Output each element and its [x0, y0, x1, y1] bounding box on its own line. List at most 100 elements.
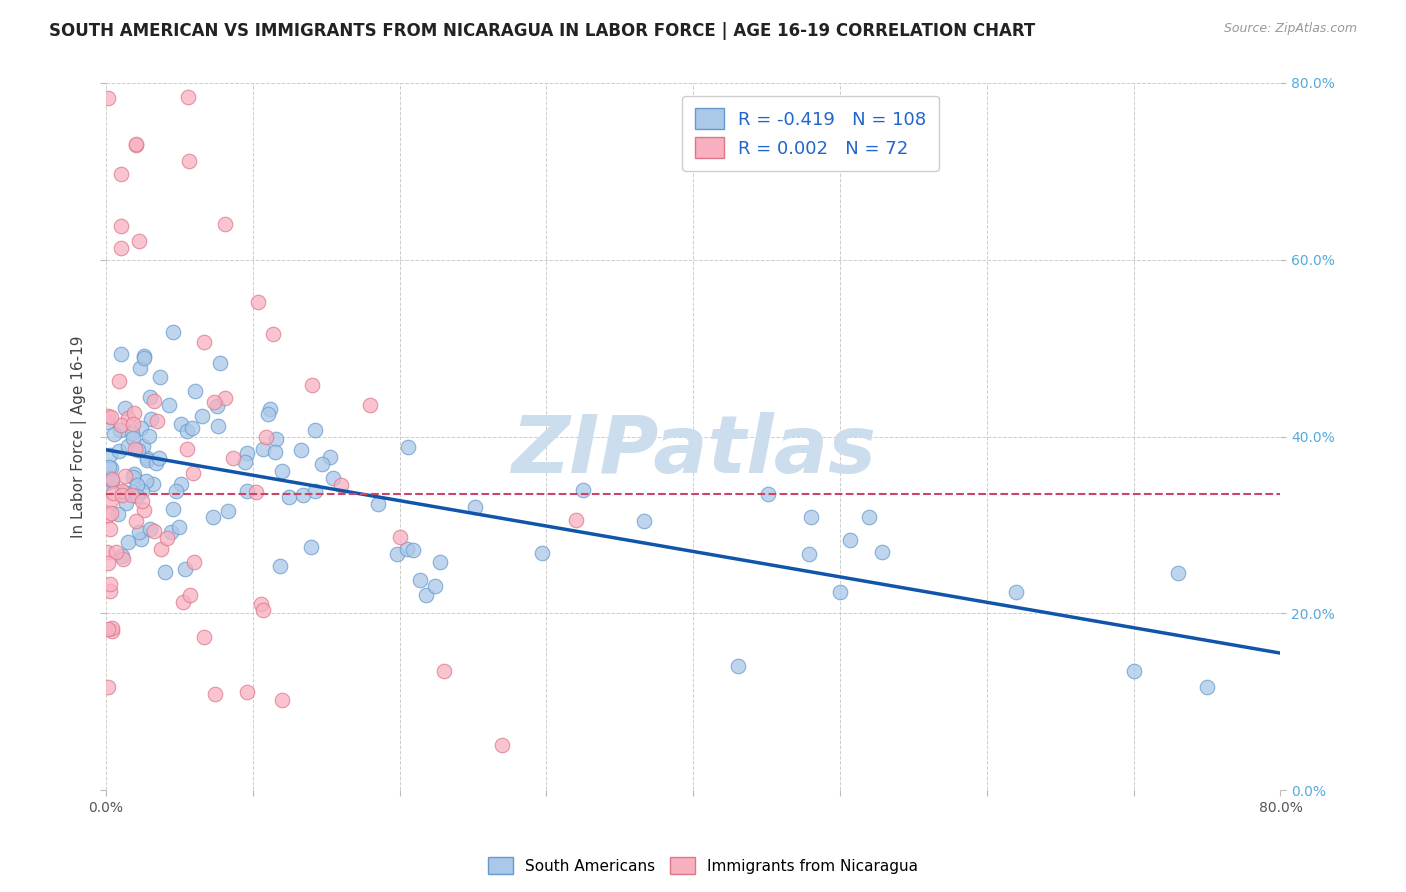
Point [132, 439, 155, 453]
Point [530, 546, 553, 560]
Point [128, 525, 150, 540]
Point [114, 401, 136, 416]
Point [111, 488, 134, 502]
Point [108, 375, 131, 389]
Point [491, 739, 513, 753]
Point [131, 421, 153, 435]
Point [98, 470, 121, 484]
Point [329, 478, 352, 492]
Point [271, 693, 294, 707]
Point [97, 91, 120, 105]
Point [149, 370, 172, 384]
Point [125, 136, 148, 151]
Point [100, 493, 122, 508]
Point [205, 399, 228, 413]
Point [96, 545, 118, 559]
Point [201, 509, 224, 524]
Point [103, 427, 125, 442]
Point [299, 540, 322, 554]
Point [141, 411, 163, 425]
Point [252, 442, 274, 456]
Point [249, 597, 271, 611]
Point [132, 502, 155, 516]
Point [108, 423, 131, 437]
Point [100, 475, 122, 489]
Point [135, 453, 157, 467]
Point [236, 685, 259, 699]
Point [142, 477, 165, 491]
Point [138, 522, 160, 536]
Point [388, 530, 411, 544]
Point [148, 451, 170, 466]
Point [800, 509, 823, 524]
Point [1005, 584, 1028, 599]
Point [304, 423, 326, 437]
Point [100, 506, 122, 520]
Point [425, 578, 447, 592]
Point [153, 565, 176, 579]
Point [319, 450, 342, 464]
Point [98, 459, 121, 474]
Point [111, 552, 134, 566]
Point [291, 488, 314, 502]
Point [193, 630, 215, 644]
Point [97, 409, 120, 423]
Point [138, 390, 160, 404]
Point [127, 443, 149, 458]
Point [132, 349, 155, 363]
Y-axis label: In Labor Force | Age 16-19: In Labor Force | Age 16-19 [72, 335, 87, 538]
Point [135, 450, 157, 465]
Point [222, 451, 245, 466]
Point [246, 295, 269, 310]
Point [236, 446, 259, 460]
Point [97, 622, 120, 636]
Point [101, 624, 124, 639]
Text: Source: ZipAtlas.com: Source: ZipAtlas.com [1223, 22, 1357, 36]
Point [172, 595, 194, 609]
Point [105, 544, 128, 558]
Point [110, 241, 132, 255]
Point [236, 483, 259, 498]
Point [169, 476, 191, 491]
Point [870, 545, 893, 559]
Point [290, 443, 312, 458]
Point [125, 138, 148, 153]
Point [110, 347, 132, 361]
Point [1197, 680, 1219, 694]
Point [128, 234, 150, 248]
Point [1167, 566, 1189, 581]
Point [204, 687, 226, 701]
Point [157, 398, 180, 412]
Point [110, 219, 132, 233]
Point [121, 426, 143, 441]
Point [322, 471, 344, 485]
Point [127, 489, 149, 503]
Point [633, 514, 655, 528]
Point [311, 457, 333, 471]
Point [565, 513, 588, 527]
Point [110, 418, 132, 433]
Point [208, 355, 231, 369]
Point [121, 488, 143, 502]
Point [97, 680, 120, 694]
Point [162, 501, 184, 516]
Point [464, 500, 486, 514]
Point [207, 418, 229, 433]
Point [259, 401, 281, 416]
Point [233, 455, 256, 469]
Point [252, 603, 274, 617]
Point [143, 524, 166, 538]
Point [128, 360, 150, 375]
Point [122, 431, 145, 445]
Point [756, 487, 779, 501]
Point [111, 549, 134, 563]
Point [100, 409, 122, 424]
Point [387, 547, 409, 561]
Point [114, 468, 136, 483]
Point [176, 442, 198, 457]
Point [183, 555, 205, 569]
Point [277, 490, 299, 504]
Point [217, 504, 239, 518]
Point [145, 456, 167, 470]
Point [117, 439, 139, 453]
